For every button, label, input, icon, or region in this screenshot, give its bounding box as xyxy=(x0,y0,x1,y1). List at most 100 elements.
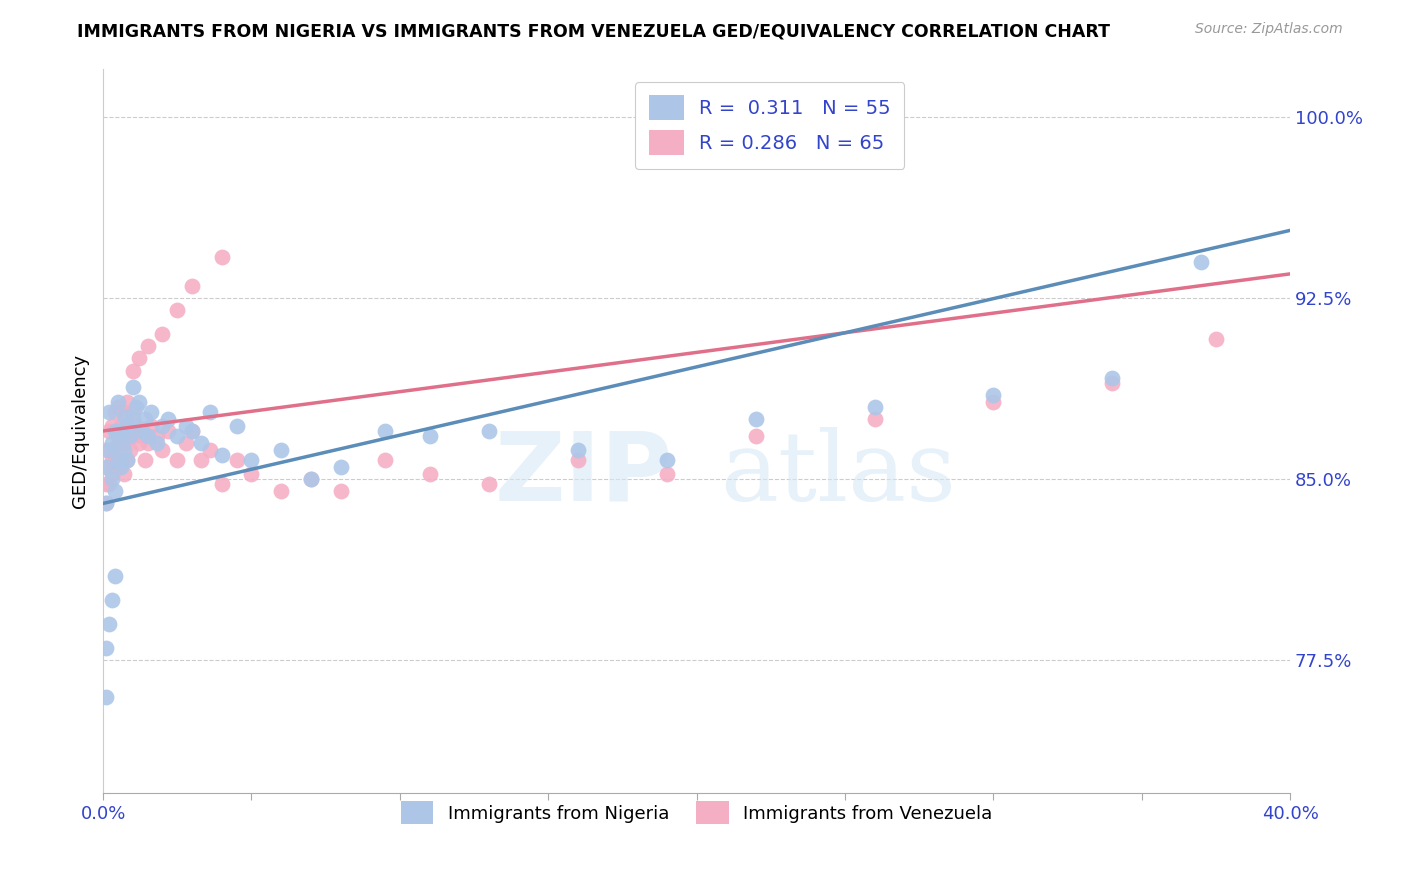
Point xyxy=(152,327,174,342)
Point xyxy=(98,443,121,458)
Point xyxy=(107,460,129,475)
Point xyxy=(299,472,322,486)
Point xyxy=(94,641,117,656)
Point xyxy=(198,404,221,418)
Point xyxy=(174,436,197,450)
Point xyxy=(157,424,180,438)
Point xyxy=(112,409,135,424)
Point xyxy=(104,424,127,438)
Point xyxy=(104,443,127,458)
Point xyxy=(115,424,138,438)
Point xyxy=(174,419,197,434)
Point xyxy=(198,443,221,458)
Point xyxy=(115,453,138,467)
Point xyxy=(745,412,768,426)
Point xyxy=(181,279,204,293)
Point xyxy=(121,429,143,443)
Text: Source: ZipAtlas.com: Source: ZipAtlas.com xyxy=(1195,22,1343,37)
Point xyxy=(240,467,263,482)
Point xyxy=(152,443,174,458)
Point xyxy=(136,429,159,443)
Point xyxy=(139,404,162,418)
Y-axis label: GED/Equivalency: GED/Equivalency xyxy=(72,354,89,508)
Point xyxy=(1101,376,1123,390)
Point xyxy=(181,424,204,438)
Point xyxy=(745,429,768,443)
Point xyxy=(863,412,886,426)
Point xyxy=(98,424,121,438)
Point xyxy=(98,477,121,491)
Point xyxy=(101,593,124,607)
Point xyxy=(131,429,153,443)
Text: ZIP: ZIP xyxy=(495,428,673,521)
Point xyxy=(145,429,167,443)
Point xyxy=(136,436,159,450)
Point xyxy=(110,453,132,467)
Point xyxy=(125,400,148,414)
Point xyxy=(157,412,180,426)
Point xyxy=(136,339,159,353)
Point xyxy=(107,424,129,438)
Point xyxy=(655,467,678,482)
Point xyxy=(981,387,1004,401)
Point xyxy=(104,404,127,418)
Point xyxy=(118,429,141,443)
Point xyxy=(121,404,143,418)
Point xyxy=(104,484,127,499)
Point xyxy=(166,303,188,318)
Point xyxy=(115,419,138,434)
Point xyxy=(121,380,143,394)
Point xyxy=(101,419,124,434)
Point xyxy=(478,424,501,438)
Point xyxy=(98,617,121,632)
Point xyxy=(1189,255,1212,269)
Point xyxy=(270,484,292,499)
Point xyxy=(110,429,132,443)
Point xyxy=(125,419,148,434)
Point xyxy=(418,429,440,443)
Point xyxy=(101,467,124,482)
Point xyxy=(115,395,138,409)
Point xyxy=(94,477,117,491)
Point xyxy=(329,484,352,499)
Point xyxy=(107,395,129,409)
Point xyxy=(101,436,124,450)
Point xyxy=(166,429,188,443)
Point xyxy=(211,250,233,264)
Point xyxy=(107,436,129,450)
Text: IMMIGRANTS FROM NIGERIA VS IMMIGRANTS FROM VENEZUELA GED/EQUIVALENCY CORRELATION: IMMIGRANTS FROM NIGERIA VS IMMIGRANTS FR… xyxy=(77,22,1111,40)
Point xyxy=(110,419,132,434)
Point xyxy=(567,453,589,467)
Point xyxy=(181,424,204,438)
Point xyxy=(107,400,129,414)
Point xyxy=(139,419,162,434)
Point xyxy=(107,429,129,443)
Point xyxy=(112,467,135,482)
Point xyxy=(478,477,501,491)
Point xyxy=(128,436,150,450)
Point xyxy=(94,690,117,704)
Point xyxy=(1205,332,1227,346)
Point xyxy=(270,443,292,458)
Point xyxy=(118,443,141,458)
Point xyxy=(374,424,396,438)
Point xyxy=(211,477,233,491)
Legend: Immigrants from Nigeria, Immigrants from Venezuela: Immigrants from Nigeria, Immigrants from… xyxy=(389,790,1004,835)
Point xyxy=(211,448,233,462)
Point xyxy=(145,436,167,450)
Point xyxy=(98,404,121,418)
Point xyxy=(225,419,247,434)
Point xyxy=(94,460,117,475)
Point xyxy=(134,412,156,426)
Point xyxy=(166,453,188,467)
Point xyxy=(121,412,143,426)
Point xyxy=(225,453,247,467)
Point xyxy=(981,395,1004,409)
Point xyxy=(863,400,886,414)
Point xyxy=(104,569,127,583)
Point xyxy=(94,496,117,510)
Point xyxy=(112,404,135,418)
Point xyxy=(104,453,127,467)
Point xyxy=(299,472,322,486)
Point xyxy=(110,460,132,475)
